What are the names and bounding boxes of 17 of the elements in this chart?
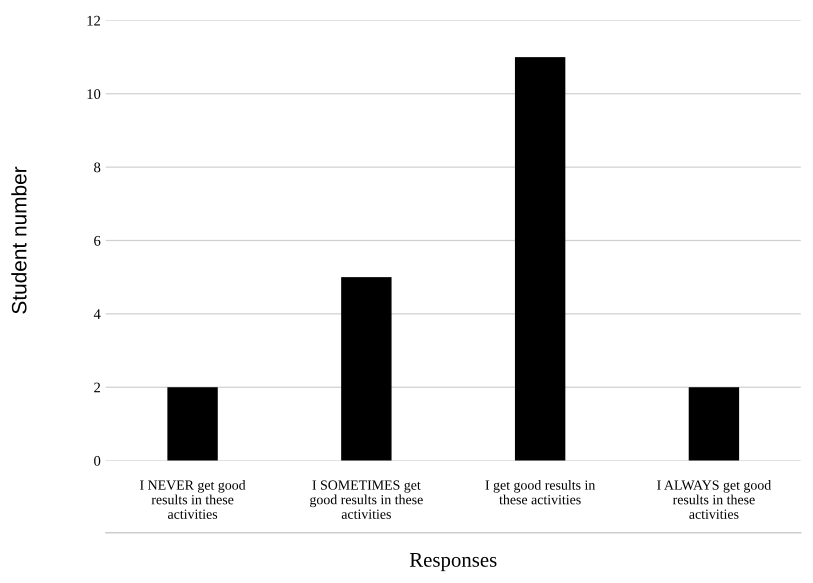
y-tick-label: 8 [94,162,100,172]
x-tick-label: I ALWAYS get good results in these activities [657,480,772,519]
y-tick-label: 4 [94,309,101,319]
y-tick-label: 10 [88,89,100,99]
x-tick-label: I NEVER get good results in these activities [140,480,246,519]
bar [688,387,740,461]
y-tick-label: 2 [94,382,100,392]
bar [341,277,392,461]
y-axis-title: Student number [11,166,27,314]
y-tick-label: 12 [88,16,100,26]
x-tick-label: I get good results in these activities [485,480,596,504]
x-axis-title: Responses [410,553,496,572]
bar [167,387,218,461]
y-tick-label: 6 [94,236,100,246]
x-tick-label: I SOMETIMES get good results in these activities [310,480,423,519]
y-tick-label: 0 [94,456,100,466]
bar [514,57,566,461]
